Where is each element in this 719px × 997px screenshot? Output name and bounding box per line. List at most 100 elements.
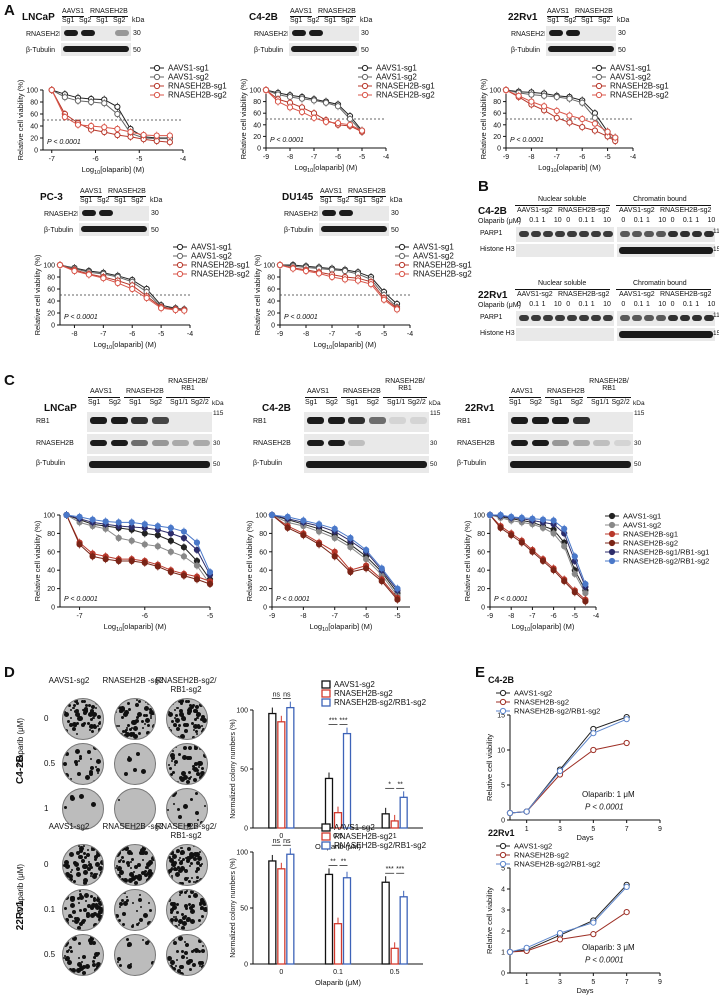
x-tick-label: -5 <box>359 154 365 161</box>
colony-dish <box>114 743 156 785</box>
x-tick-label: -7 <box>529 613 535 620</box>
colony-spot <box>200 906 204 910</box>
colony-spot <box>199 775 204 780</box>
colony-spot <box>168 712 173 717</box>
olaparib-label: Olaparib (μM) <box>478 302 521 309</box>
x-tick-label: -5 <box>572 613 578 620</box>
lane-header-rnaseh2b: RNASEH2B <box>343 388 381 395</box>
lane-label: Sg1 <box>509 399 522 406</box>
colony-spot <box>199 864 202 867</box>
western-blot-rnaseh2b-band <box>327 440 345 446</box>
western-blot-tubulin-band <box>306 461 427 468</box>
data-point <box>362 565 370 572</box>
colony-spot <box>94 968 99 973</box>
legend-entry: RNASEH2B-sg2 <box>623 539 678 548</box>
lane-label: Sg1 <box>346 399 359 406</box>
colony-spot <box>90 913 95 918</box>
western-blot-rnaseh2b <box>318 205 390 222</box>
colony-spot <box>100 860 103 865</box>
data-point <box>539 557 547 565</box>
bar <box>268 860 277 965</box>
x-axis-label: Log10[olaparib] (M) <box>82 165 145 176</box>
colony-spot <box>64 936 67 939</box>
lane-label: Sg1/1 <box>591 399 610 406</box>
western-blot-parp1-nuclear <box>515 226 615 243</box>
colony-spot <box>82 965 86 969</box>
data-point <box>528 91 535 98</box>
colony-spot <box>177 808 180 811</box>
legend-entry: RNASEH2B-sg2 <box>610 91 669 100</box>
colony-spot <box>199 851 201 853</box>
y-tick-label: 100 <box>489 88 501 95</box>
colony-spot <box>99 907 103 912</box>
x-tick-label: -7 <box>332 613 338 620</box>
p-value-label: P < 0.0001 <box>276 596 310 603</box>
colony-spot <box>76 733 78 735</box>
colony-spot <box>187 711 191 715</box>
x-tick-label: 7 <box>625 826 629 833</box>
colony-spot <box>99 906 101 908</box>
colony-spot <box>186 890 188 892</box>
colony-spot <box>183 746 187 750</box>
colony-spot <box>124 772 128 776</box>
colony-spot <box>184 877 188 881</box>
colony-spot <box>194 709 198 713</box>
dose-label: 1 <box>541 217 546 224</box>
colony-spot <box>134 875 138 879</box>
legend-entry: RNASEH2B-sg1/RB1-sg1 <box>623 548 709 557</box>
legend-marker <box>398 270 406 278</box>
colony-spot <box>117 961 119 963</box>
colony-spot <box>202 945 204 947</box>
western-blot-h3-nuclear <box>515 243 615 258</box>
x-axis-label: Log10[olaparib] (M) <box>310 622 373 633</box>
data-point <box>553 114 560 121</box>
kda-label: kDa <box>617 17 630 24</box>
colony-spot <box>179 712 184 717</box>
lane-group-underline <box>166 397 210 398</box>
western-blot-parp1-nuclear-band <box>603 315 613 321</box>
y-tick-label: 80 <box>30 100 38 107</box>
colony-spot <box>199 965 201 967</box>
colony-spot <box>78 942 81 945</box>
lane-group-underline <box>320 196 342 197</box>
data-point <box>529 515 536 522</box>
colony-spot <box>168 727 170 729</box>
x-tick-label: 3 <box>558 979 562 986</box>
colony-spot <box>72 920 74 922</box>
p-value-label: P < 0.0001 <box>47 139 81 146</box>
y-tick-label: 80 <box>253 99 261 106</box>
colony-spot <box>79 755 82 758</box>
y-tick-label: 60 <box>47 287 55 294</box>
colony-spot <box>188 903 191 906</box>
western-blot-rnaseh2b-band <box>531 440 549 446</box>
colony-spot <box>118 860 121 863</box>
colony-spot <box>145 866 148 869</box>
data-point <box>300 532 307 539</box>
colony-spot <box>182 921 187 926</box>
lane-label: Sg2 <box>598 17 611 24</box>
colony-spot <box>68 949 70 951</box>
colony-spot <box>121 899 124 902</box>
colony-spot <box>135 703 139 707</box>
colony-spot <box>144 851 148 855</box>
colony-spot <box>144 870 147 873</box>
series-line <box>66 514 211 573</box>
data-point <box>206 568 214 576</box>
colony-spot <box>116 846 119 849</box>
x-tick-label: 9 <box>658 826 662 833</box>
data-point <box>85 271 92 278</box>
colony-spot <box>86 912 90 916</box>
data-point <box>550 567 557 574</box>
cell-line-title: 22Rv1 <box>478 290 508 301</box>
lane-label: Sg2 <box>307 17 320 24</box>
colony-spot <box>124 846 129 851</box>
lane-group-underline <box>547 16 569 17</box>
data-point <box>612 134 619 141</box>
colony-spot <box>91 846 96 851</box>
colony-spot <box>173 803 175 805</box>
western-blot-parp1-chromatin-band <box>692 315 702 321</box>
lane-group-underline <box>124 397 162 398</box>
cell-line-title: LNCaP <box>22 12 55 23</box>
colony-spot <box>98 848 103 853</box>
colony-spot <box>146 731 150 735</box>
